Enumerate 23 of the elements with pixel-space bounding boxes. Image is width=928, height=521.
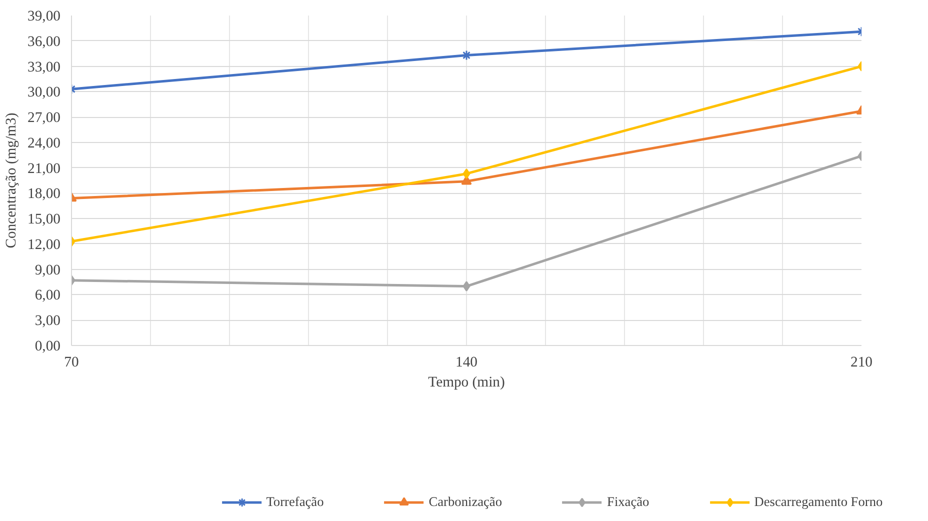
x-axis-title: Tempo (min) (428, 374, 505, 390)
y-tick-label: 6,00 (34, 288, 61, 304)
y-tick-label: 24,00 (28, 135, 61, 152)
y-tick-label: 9,00 (34, 262, 61, 278)
y-tick-label: 30,00 (28, 84, 61, 101)
legend-label: Carbonização (428, 494, 502, 510)
y-axis-title: Concentração (mg/m3) (4, 112, 20, 248)
y-tick-label: 36,00 (28, 34, 61, 50)
x-tick-label: 210 (850, 354, 872, 370)
y-tick-label: 12,00 (28, 236, 61, 253)
y-tick-label: 15,00 (28, 212, 61, 228)
y-tick-label: 27,00 (28, 110, 61, 126)
y-tick-label: 21,00 (28, 160, 61, 177)
x-tick-label: 70 (64, 354, 79, 370)
y-tick-label: 0,00 (34, 338, 61, 354)
legend-label: Fixação (607, 494, 650, 510)
y-tick-label: 18,00 (28, 186, 61, 202)
y-tick-label: 33,00 (28, 59, 61, 76)
y-tick-label: 3,00 (34, 313, 61, 330)
y-tick-label: 39,00 (28, 8, 61, 24)
x-tick-label: 140 (456, 354, 478, 370)
legend-label: Descarregamento Forno (754, 494, 883, 510)
legend-label: Torrefação (266, 494, 324, 510)
